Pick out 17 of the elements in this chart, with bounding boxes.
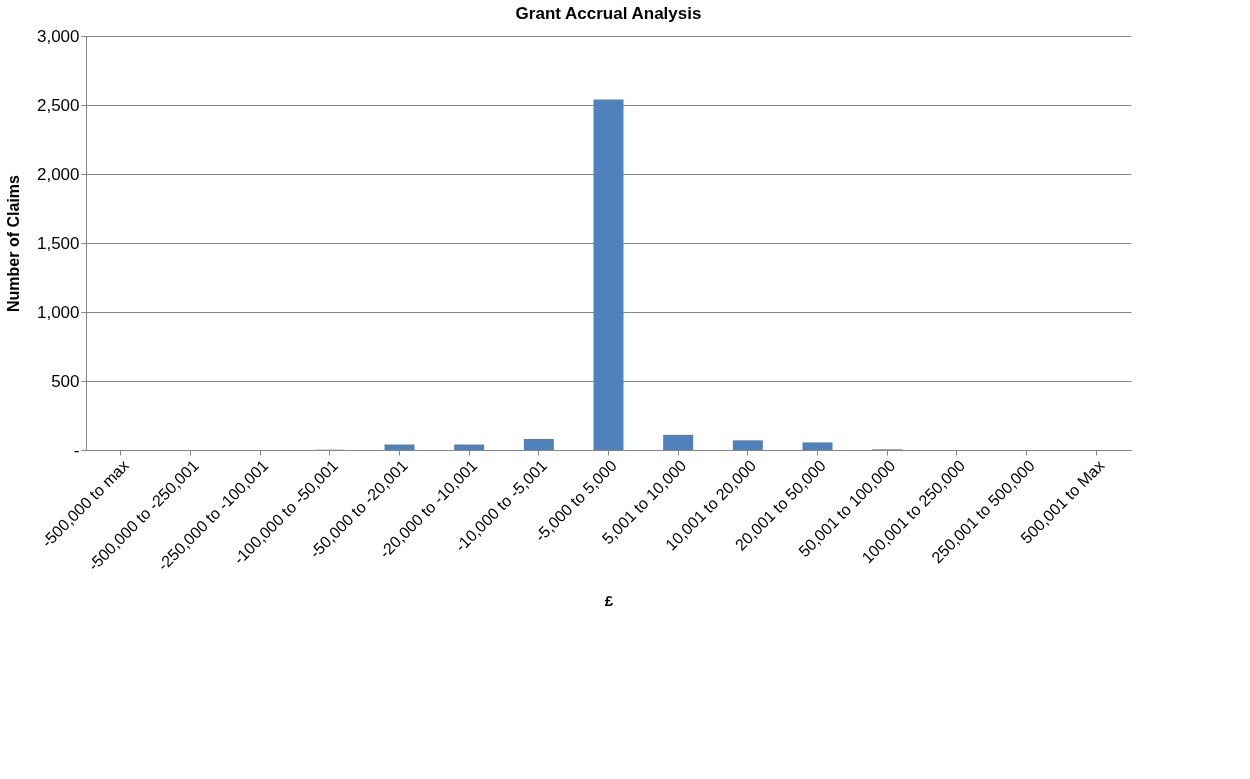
bar [802, 442, 833, 450]
bar [384, 444, 415, 450]
y-tick-label: - [73, 440, 80, 460]
x-axis-title: £ [604, 591, 614, 609]
bar [454, 444, 485, 450]
y-tick-label: 1,500 [36, 233, 80, 253]
bar [663, 434, 694, 450]
y-tick-label: 2,000 [36, 164, 80, 184]
y-tick-label: 500 [51, 371, 80, 391]
y-tick-label: 2,500 [36, 95, 80, 115]
chart-title: Grant Accrual Analysis [515, 4, 702, 23]
bar [732, 440, 763, 450]
y-axis-title: Number of Claims [4, 174, 22, 312]
bar [593, 99, 624, 450]
y-tick-label: 3,000 [36, 26, 80, 46]
bar [523, 438, 554, 450]
y-tick-label: 1,000 [36, 302, 80, 322]
